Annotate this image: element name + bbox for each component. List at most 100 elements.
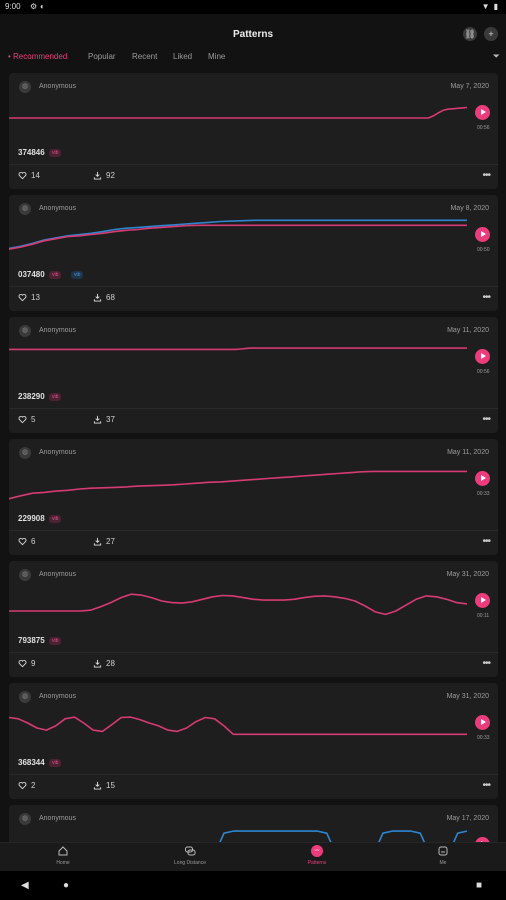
sync-icon: ◐ xyxy=(40,2,45,11)
download-icon xyxy=(93,781,102,790)
profile-card-icon xyxy=(438,846,448,856)
pattern-id: 368344 xyxy=(18,758,45,767)
pattern-date: May 7, 2020 xyxy=(450,83,489,90)
device-badge: vib xyxy=(71,271,84,279)
wifi-icon: ▼ xyxy=(481,2,490,11)
download-button[interactable]: 92 xyxy=(93,171,115,180)
tab-liked[interactable]: Liked xyxy=(173,52,193,61)
duration: 00:11 xyxy=(477,613,490,619)
divider xyxy=(9,530,498,531)
tab-popular[interactable]: Popular xyxy=(88,52,116,61)
author-name: Anonymous xyxy=(39,83,76,90)
add-icon[interactable]: + xyxy=(484,27,498,41)
download-icon xyxy=(93,293,102,302)
pattern-date: May 31, 2020 xyxy=(446,693,489,700)
pattern-card[interactable]: ◍ Anonymous May 8, 2020 00:50 037480 vib vib 13… xyxy=(9,195,498,311)
pattern-card[interactable]: ◍ Anonymous May 31, 2020 00:33 368344 vib 2 15 •… xyxy=(9,683,498,799)
play-button[interactable] xyxy=(475,837,490,842)
author-name: Anonymous xyxy=(39,327,76,334)
like-button[interactable]: 5 xyxy=(18,415,35,424)
heart-icon xyxy=(18,294,27,302)
download-button[interactable]: 28 xyxy=(93,659,115,668)
pattern-date: May 11, 2020 xyxy=(447,449,489,456)
heart-icon xyxy=(18,538,27,546)
pattern-list[interactable]: ◍ Anonymous May 7, 2020 00:56 374846 vib 14 92 •… xyxy=(0,66,506,842)
bottom-navigation: Home Long Distance 〰 Patterns Me xyxy=(0,842,506,871)
pattern-graph xyxy=(9,593,467,616)
download-icon xyxy=(93,659,102,668)
play-button[interactable] xyxy=(475,105,490,120)
pattern-line-pink xyxy=(9,716,467,736)
divider xyxy=(9,164,498,165)
play-button[interactable] xyxy=(475,715,490,730)
download-button[interactable]: 68 xyxy=(93,293,115,302)
back-icon[interactable]: ◀ xyxy=(21,880,29,891)
pattern-card[interactable]: ◍ Anonymous May 7, 2020 00:56 374846 vib 14 92 •… xyxy=(9,73,498,189)
download-button[interactable]: 27 xyxy=(93,537,115,546)
nav-patterns-label: Patterns xyxy=(307,860,327,866)
duration: 00:56 xyxy=(477,369,490,375)
more-options-icon[interactable]: ••• xyxy=(482,536,490,547)
pattern-card[interactable]: ◍ Anonymous May 11, 2020 00:33 229908 vib 6 27 •… xyxy=(9,439,498,555)
nav-me[interactable]: Me xyxy=(393,845,493,871)
pattern-date: May 31, 2020 xyxy=(446,571,489,578)
nav-long-distance-label: Long Distance xyxy=(174,860,206,866)
download-icon xyxy=(93,171,102,180)
play-button[interactable] xyxy=(475,471,490,486)
link-icon[interactable]: ⛓ xyxy=(463,27,477,41)
like-button[interactable]: 14 xyxy=(18,171,40,180)
download-count: 27 xyxy=(106,537,115,546)
avatar: ◍ xyxy=(19,813,31,825)
pattern-line-pink xyxy=(9,224,467,250)
play-button[interactable] xyxy=(475,349,490,364)
download-icon xyxy=(93,537,102,546)
like-button[interactable]: 2 xyxy=(18,781,35,790)
nav-me-label: Me xyxy=(439,860,447,866)
play-button[interactable] xyxy=(475,593,490,608)
nav-long-distance[interactable]: Long Distance xyxy=(140,845,240,871)
device-badge: vib xyxy=(49,515,62,523)
download-count: 37 xyxy=(106,415,115,424)
like-button[interactable]: 13 xyxy=(18,293,40,302)
download-count: 68 xyxy=(106,293,115,302)
heart-icon xyxy=(18,660,27,668)
home-circle-icon[interactable]: ● xyxy=(63,880,70,891)
nav-home-label: Home xyxy=(56,860,70,866)
pattern-card[interactable]: ◍ Anonymous May 11, 2020 00:56 238290 vib 5 37 •… xyxy=(9,317,498,433)
pattern-card[interactable]: ◍ Anonymous May 17, 2020 xyxy=(9,805,498,842)
avatar: ◍ xyxy=(19,325,31,337)
recents-icon[interactable]: ■ xyxy=(476,880,483,891)
like-count: 5 xyxy=(31,415,36,424)
more-options-icon[interactable]: ••• xyxy=(482,780,490,791)
filter-icon[interactable]: ⏷ xyxy=(492,51,500,61)
tab-recent[interactable]: Recent xyxy=(132,52,158,61)
pattern-graph xyxy=(9,347,467,351)
like-button[interactable]: 6 xyxy=(18,537,35,546)
play-button[interactable] xyxy=(475,227,490,242)
pattern-date: May 11, 2020 xyxy=(447,327,489,334)
nav-home[interactable]: Home xyxy=(13,845,113,871)
more-options-icon[interactable]: ••• xyxy=(482,170,490,181)
nav-patterns[interactable]: 〰 Patterns xyxy=(267,845,367,871)
like-button[interactable]: 9 xyxy=(18,659,35,668)
pattern-card[interactable]: ◍ Anonymous May 31, 2020 00:11 793875 vib 9 28 •… xyxy=(9,561,498,677)
pattern-line-blue xyxy=(9,219,467,250)
more-options-icon[interactable]: ••• xyxy=(482,414,490,425)
download-button[interactable]: 15 xyxy=(93,781,115,790)
like-count: 13 xyxy=(31,293,40,302)
pattern-graph xyxy=(9,716,467,736)
duration: 00:33 xyxy=(477,491,490,497)
author-name: Anonymous xyxy=(39,449,76,456)
download-button[interactable]: 37 xyxy=(93,415,115,424)
duration: 00:33 xyxy=(477,735,490,741)
pattern-line-pink xyxy=(9,470,467,500)
system-navigation: ◀ ● ■ xyxy=(0,871,506,900)
pattern-line-blue xyxy=(219,830,467,842)
tab-recommended[interactable]: • Recommended xyxy=(8,52,68,61)
status-time: 9:00 xyxy=(5,2,21,11)
more-options-icon[interactable]: ••• xyxy=(482,658,490,669)
tab-mine[interactable]: Mine xyxy=(208,52,226,61)
more-options-icon[interactable]: ••• xyxy=(482,292,490,303)
device-badge: vib xyxy=(49,759,62,767)
home-icon xyxy=(58,846,68,856)
